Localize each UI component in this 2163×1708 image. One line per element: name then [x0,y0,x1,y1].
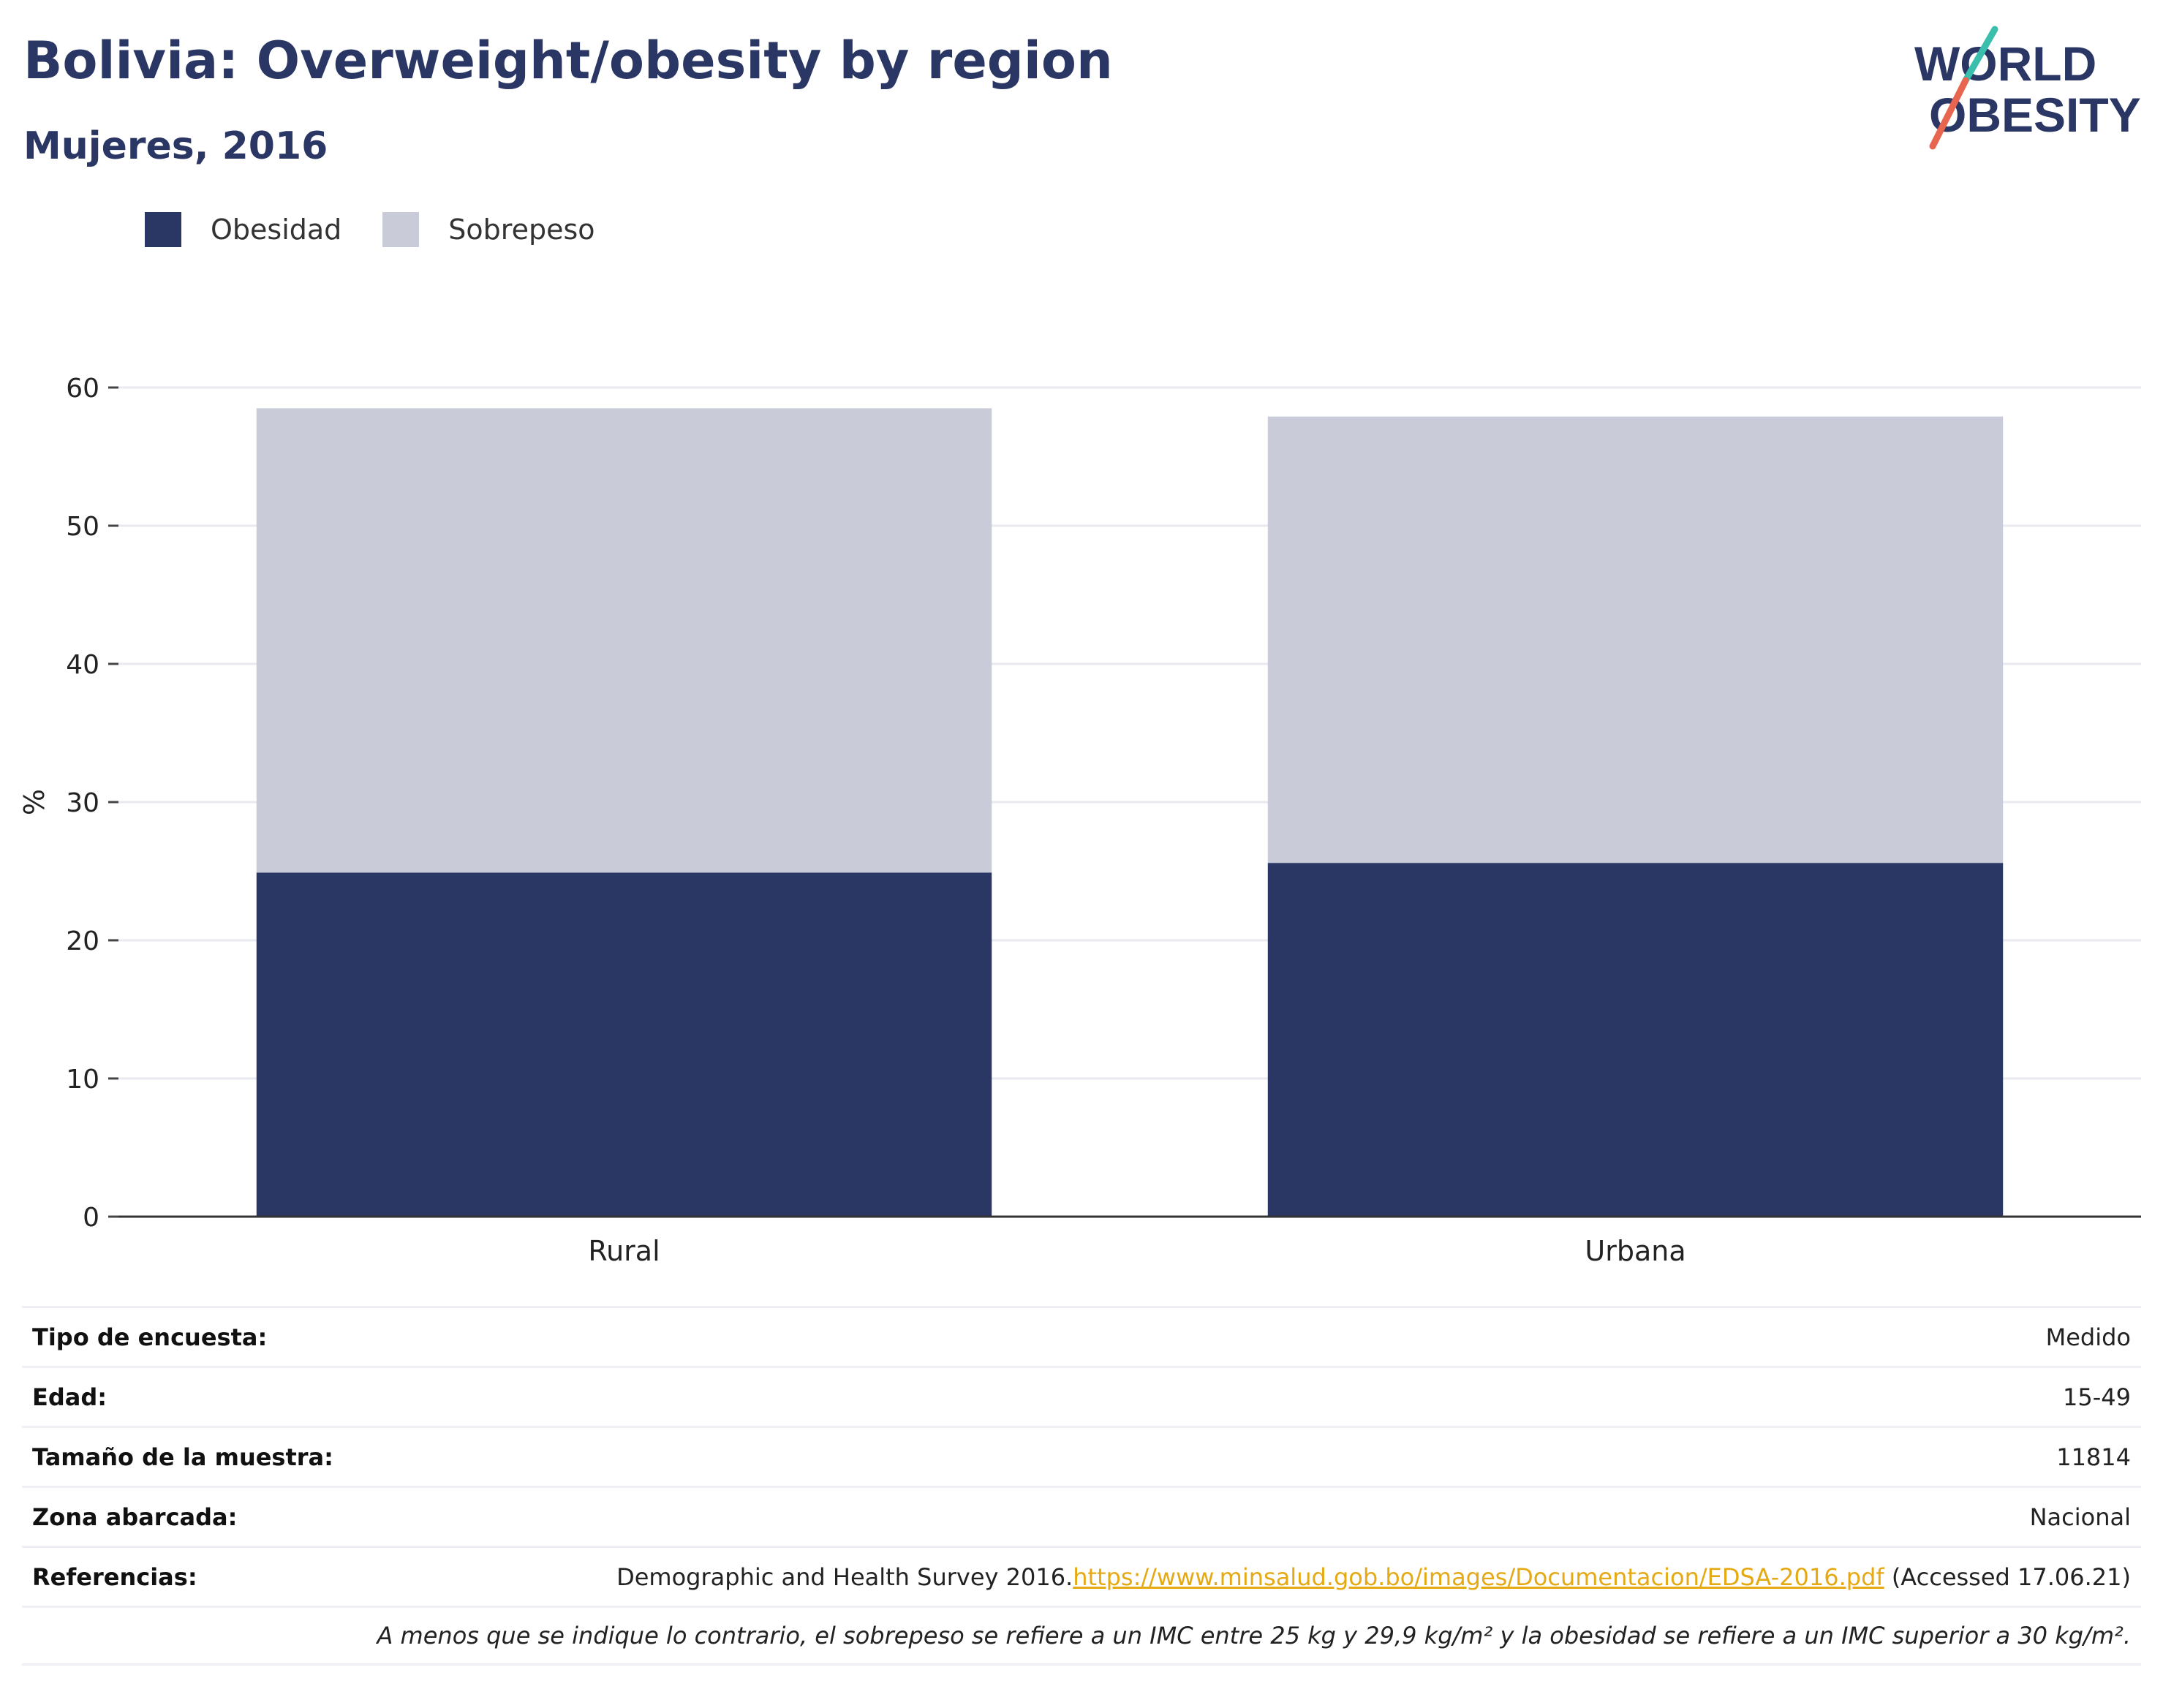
y-tick-label: 50 [66,512,99,542]
definition-note: A menos que se indique lo contrario, el … [377,1622,2131,1650]
info-label: Edad: [32,1383,107,1411]
reference-accessed: (Accessed 17.06.21) [1884,1562,2131,1591]
info-label: Zona abarcada: [32,1503,238,1531]
info-value: Medido [2045,1323,2131,1351]
y-tick-label: 20 [66,926,99,956]
svg-text:WORLD: WORLD [1914,37,2096,91]
info-row-survey-type: Tipo de encuesta: Medido [22,1306,2141,1366]
survey-info-table: Tipo de encuesta: Medido Edad: 15-49 Tam… [22,1306,2141,1666]
info-label: Tipo de encuesta: [32,1323,268,1351]
world-obesity-logo: WORLD OBESITY [1914,26,2141,150]
info-row-references: Referencias: Demographic and Health Surv… [22,1546,2141,1606]
info-row-area: Zona abarcada: Nacional [22,1486,2141,1546]
page-subtitle: Mujeres, 2016 [23,124,328,168]
reference-link[interactable]: https://www.minsalud.gob.bo/images/Docum… [1073,1562,1884,1591]
y-axis-label: % [18,789,50,815]
legend-swatch-obesidad [145,212,181,247]
y-tick-label: 60 [66,374,99,404]
page-title: Bolivia: Overweight/obesity by region [23,31,1113,91]
bar-obesidad-urbana [1267,863,2004,1217]
info-row-note: A menos que se indique lo contrario, el … [22,1606,2141,1666]
y-tick-label: 0 [83,1203,99,1233]
info-label: Referencias: [32,1562,197,1591]
bar-obesidad-rural [256,872,992,1217]
info-value: 15-49 [2063,1383,2131,1411]
legend-item-sobrepeso[interactable]: Sobrepeso [382,212,595,247]
info-value: Nacional [2029,1503,2131,1531]
bar-sobrepeso-urbana [1267,416,2004,864]
svg-text:OBESITY: OBESITY [1929,88,2141,142]
info-row-age: Edad: 15-49 [22,1366,2141,1426]
legend-label: Sobrepeso [448,214,595,246]
y-tick-label: 10 [66,1065,99,1095]
y-tick-label: 40 [66,650,99,680]
info-row-sample-size: Tamaño de la muestra: 11814 [22,1426,2141,1486]
chart-legend: Obesidad Sobrepeso [145,212,636,247]
legend-item-obesidad[interactable]: Obesidad [145,212,341,247]
info-value: 11814 [2056,1443,2131,1471]
bar-chart: 0 10 20 30 40 50 60% Rural Urbana [18,374,2141,1267]
x-tick-label: Urbana [1585,1235,1686,1267]
legend-swatch-sobrepeso [382,212,420,247]
reference-source: Demographic and Health Survey 2016. [616,1562,1073,1591]
info-label: Tamaño de la muestra: [32,1443,333,1471]
legend-label: Obesidad [211,214,342,246]
bar-sobrepeso-rural [256,408,992,873]
references-value: Demographic and Health Survey 2016.https… [616,1563,2131,1591]
x-tick-label: Rural [588,1235,660,1267]
y-tick-label: 30 [66,788,99,818]
